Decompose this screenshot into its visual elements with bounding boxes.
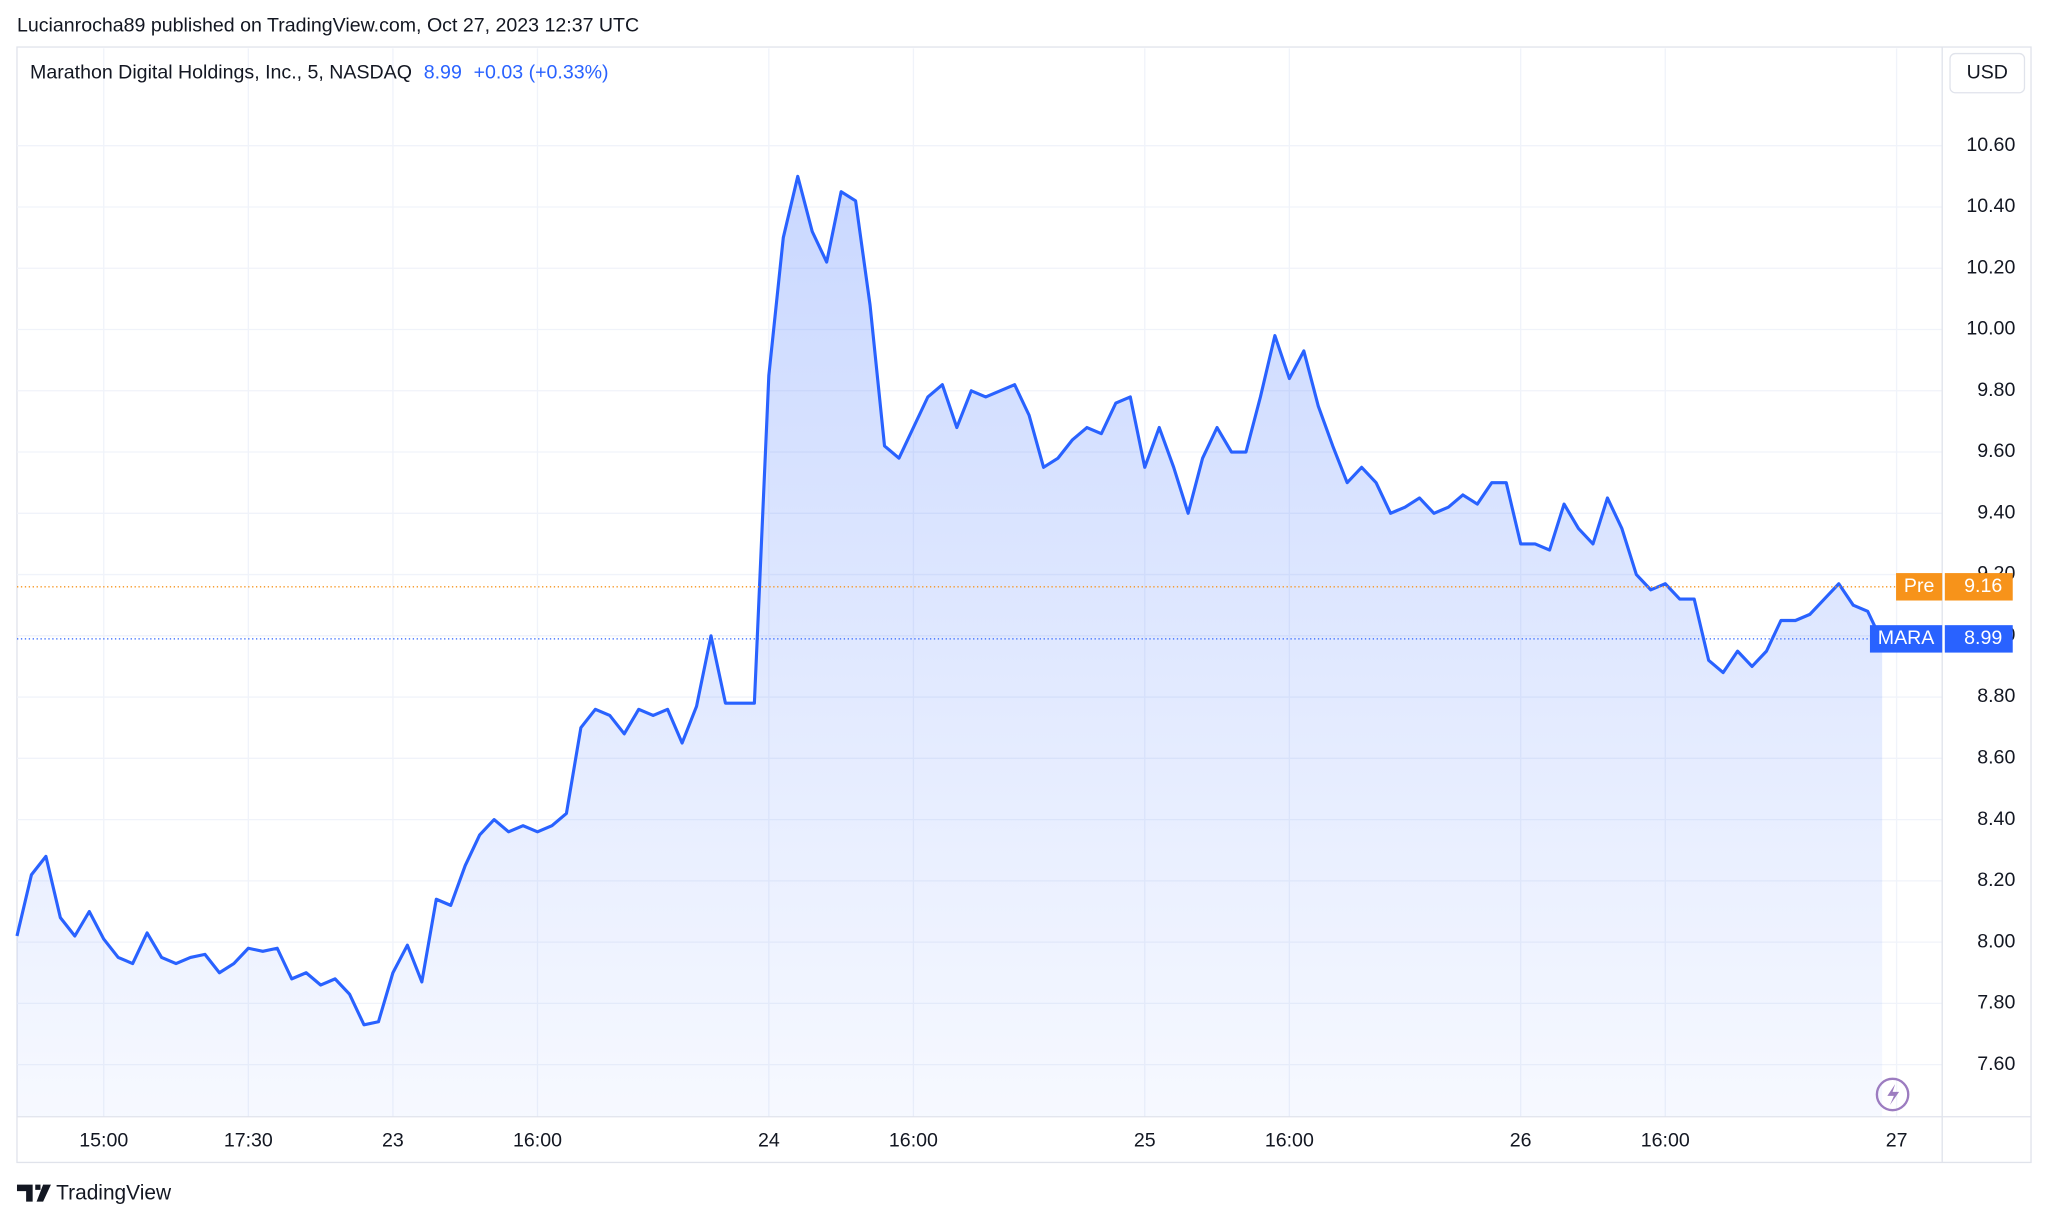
x-tick-label: 16:00: [513, 1130, 562, 1152]
x-tick-label: 16:00: [1641, 1130, 1690, 1152]
price-change: +0.03 (+0.33%): [474, 61, 609, 83]
price-level-value-box: [1944, 625, 2013, 653]
x-tick-label: 16:00: [889, 1130, 938, 1152]
symbol: Marathon Digital Holdings, Inc., 5, NASD…: [30, 61, 412, 83]
currency-button[interactable]: [1949, 52, 2026, 94]
y-tick-label: 8.40: [1977, 808, 2015, 830]
y-tick-label: 10.60: [1966, 134, 2015, 156]
x-tick-label: 24: [758, 1130, 780, 1152]
brand-logo: [16, 1184, 51, 1202]
x-tick-label: 25: [1134, 1130, 1156, 1152]
y-tick-label: 9.80: [1977, 379, 2015, 401]
price-level-name: Pre: [1904, 575, 1935, 597]
price-level-value-box: [1944, 573, 2013, 601]
axes: 7.607.808.008.208.408.608.809.009.209.40…: [79, 134, 2015, 1152]
plot: [15, 174, 1943, 1117]
x-tick-label: 17:30: [224, 1130, 273, 1152]
price-level-name: MARA: [1878, 627, 1936, 649]
y-tick-label: 9.60: [1977, 440, 2015, 462]
y-tick-label: 10.00: [1966, 318, 2015, 340]
published-note: Lucianrocha89 published on TradingView.c…: [17, 14, 639, 36]
price-line: [15, 174, 1884, 1027]
price-level-name-box: [1869, 625, 1943, 653]
y-tick-label: 7.60: [1977, 1053, 2015, 1075]
price-level-name-box: [1896, 573, 1943, 601]
y-tick-label: 7.80: [1977, 992, 2015, 1014]
y-tick-label: 8.00: [1977, 930, 2015, 952]
y-tick-label: 8.80: [1977, 685, 2015, 707]
x-tick-label: 16:00: [1265, 1130, 1314, 1152]
y-tick-label: 8.20: [1977, 869, 2015, 891]
x-tick-label: 23: [382, 1130, 404, 1152]
y-tick-label: 9.40: [1977, 501, 2015, 523]
last-price: 8.99: [424, 61, 462, 83]
y-tick-label: 8.60: [1977, 747, 2015, 769]
price-level-value: 8.99: [1964, 627, 2002, 649]
price-level-value: 9.16: [1964, 575, 2002, 597]
x-tick-label: 26: [1510, 1130, 1532, 1152]
currency[interactable]: USD: [1967, 61, 2008, 83]
x-tick-label: 15:00: [79, 1130, 128, 1152]
lightning-icon: [1875, 1077, 1910, 1112]
area: [16, 176, 1883, 1117]
y-tick-label: 10.40: [1966, 195, 2015, 217]
chart-frame: [16, 46, 2032, 1164]
x-tick-label: 27: [1886, 1130, 1908, 1152]
brand: TradingView: [56, 1181, 172, 1204]
y-tick-label: 10.20: [1966, 256, 2015, 278]
